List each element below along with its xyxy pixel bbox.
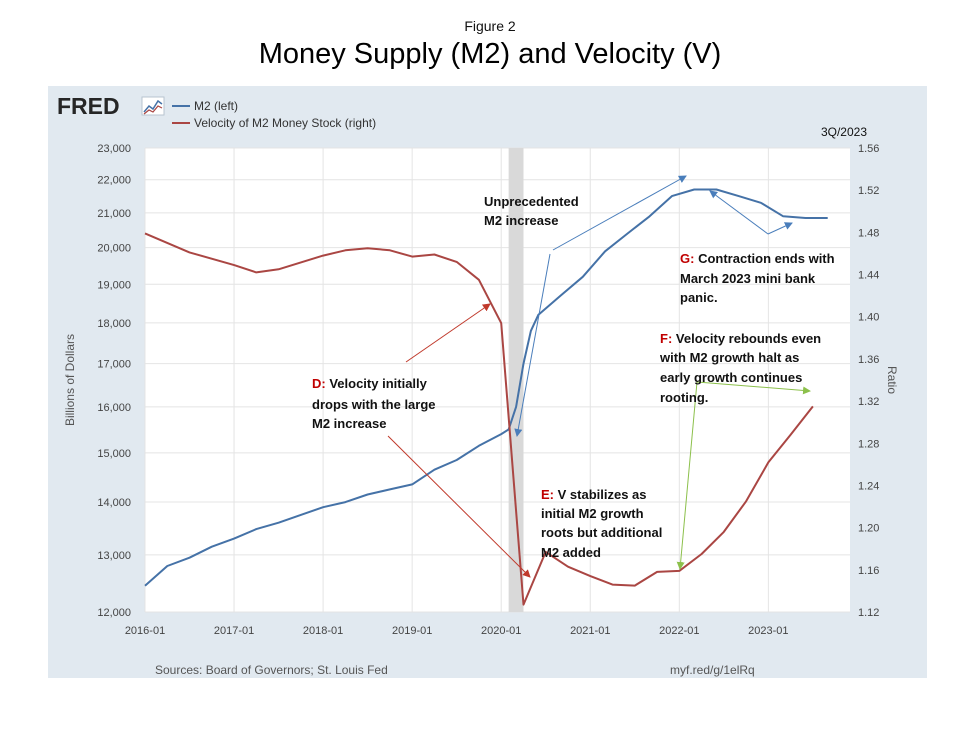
annotation-line: with M2 growth halt as <box>659 350 799 365</box>
x-tick-label: 2016-01 <box>125 625 165 637</box>
series-line-velocity <box>144 232 814 606</box>
annotation-line: early growth continues <box>660 370 802 385</box>
y-axis-right-label: Ratio <box>885 366 899 394</box>
y-right-tick-label: 1.52 <box>858 185 879 197</box>
x-tick-label: 2023-01 <box>748 625 788 637</box>
annotation-line: M2 increase <box>484 213 558 228</box>
arrow-f-trough <box>676 381 698 570</box>
arrow-g-peak <box>709 190 769 235</box>
y-left-tick-label: 12,000 <box>97 607 131 619</box>
annotation-e: E: V stabilizes as initial M2 growth roo… <box>541 487 662 560</box>
sources-note: Sources: Board of Governors; St. Louis F… <box>155 663 388 677</box>
y-right-tick-label: 1.16 <box>858 565 879 577</box>
y-left-tick-label: 15,000 <box>97 448 131 460</box>
arrow-f-rebound <box>696 381 811 395</box>
y-axis-left-label: Billions of Dollars <box>63 334 77 426</box>
y-right-tick-label: 1.32 <box>858 396 879 408</box>
y-right-tick-label: 1.48 <box>858 227 879 239</box>
period-label: 3Q/2023 <box>821 125 867 139</box>
y-right-tick-label: 1.20 <box>858 523 879 535</box>
annotation-f: F: Velocity rebounds even with M2 growth… <box>659 331 821 405</box>
series-line-m2 <box>144 188 828 587</box>
annotation-letter: E: <box>541 487 554 502</box>
figure-label: Figure 2 <box>464 18 516 34</box>
annotation-text: Velocity rebounds even <box>676 331 821 346</box>
annotation-line: F: Velocity rebounds even <box>660 331 821 346</box>
y-left-tick-label: 18,000 <box>97 318 131 330</box>
annotation-text: V stabilizes as <box>558 487 647 502</box>
annotation-line: drops with the large <box>312 397 436 412</box>
annotation-line: M2 increase <box>312 416 386 431</box>
x-tick-label: 2021-01 <box>570 625 610 637</box>
x-tick-label: 2022-01 <box>659 625 699 637</box>
x-tick-label: 2020-01 <box>481 625 521 637</box>
y-left-tick-label: 19,000 <box>97 279 131 291</box>
annotation-letter: G: <box>680 251 694 266</box>
annotation-text: Contraction ends with <box>698 251 835 266</box>
legend-label-m2: M2 (left) <box>194 99 238 113</box>
annotation-line: M2 added <box>541 545 601 560</box>
y-right-tick-label: 1.44 <box>858 270 879 282</box>
annotation-letter: D: <box>312 376 326 391</box>
arrow-unprecedented-start <box>514 253 551 437</box>
annotation-d: D: Velocity initially drops with the lar… <box>312 376 436 431</box>
annotation-line: Unprecedented <box>484 194 579 209</box>
y-left-tick-label: 21,000 <box>97 208 131 220</box>
y-right-tick-label: 1.24 <box>858 480 879 492</box>
y-right-tick-label: 1.12 <box>858 607 879 619</box>
x-tick-label: 2017-01 <box>214 625 254 637</box>
y-left-tick-label: 22,000 <box>97 175 131 187</box>
y-left-tick-label: 20,000 <box>97 243 131 255</box>
x-tick-label: 2018-01 <box>303 625 343 637</box>
annotation-line: rooting. <box>660 390 708 405</box>
legend: M2 (left) Velocity of M2 Money Stock (ri… <box>172 99 376 130</box>
y-left-tick-label: 14,000 <box>97 497 131 509</box>
y-left-tick-label: 13,000 <box>97 550 131 562</box>
x-tick-label: 2019-01 <box>392 625 432 637</box>
y-left-tick-label: 23,000 <box>97 143 131 155</box>
annotation-line: D: Velocity initially <box>312 376 428 391</box>
fred-logo: FRED <box>57 93 120 119</box>
annotation-line: G: Contraction ends with <box>680 251 835 266</box>
annotation-arrows <box>387 175 811 578</box>
y-right-tick-label: 1.36 <box>858 354 879 366</box>
plot-area <box>145 148 850 612</box>
annotation-line: panic. <box>680 290 718 305</box>
arrow-d-velocity <box>405 303 491 363</box>
y-right-tick-label: 1.56 <box>858 143 879 155</box>
legend-label-velocity: Velocity of M2 Money Stock (right) <box>194 116 376 130</box>
annotation-line: initial M2 growth <box>541 506 644 521</box>
y-left-tick-label: 17,000 <box>97 359 131 371</box>
annotation-line: March 2023 mini bank <box>680 271 816 286</box>
y-left-tick-label: 16,000 <box>97 402 131 414</box>
source-link[interactable]: myf.red/g/1elRq <box>670 663 755 677</box>
annotation-line: E: V stabilizes as <box>541 487 647 502</box>
arrow-d-e <box>387 435 531 578</box>
annotation-line: roots but additional <box>541 525 662 540</box>
y-right-tick-label: 1.40 <box>858 312 879 324</box>
annotation-unprecedented: Unprecedented M2 increase <box>484 194 579 228</box>
arrow-unprecedented-peak <box>552 175 687 251</box>
chart-title: Money Supply (M2) and Velocity (V) <box>258 38 722 70</box>
arrow-g-drop <box>767 222 793 235</box>
annotation-letter: F: <box>660 331 672 346</box>
y-right-tick-label: 1.28 <box>858 438 879 450</box>
recession-shading <box>508 148 524 612</box>
annotation-text: Velocity initially <box>329 376 427 391</box>
fred-logo-graph-icon <box>141 96 165 116</box>
annotation-g: G: Contraction ends with March 2023 mini… <box>680 251 835 305</box>
